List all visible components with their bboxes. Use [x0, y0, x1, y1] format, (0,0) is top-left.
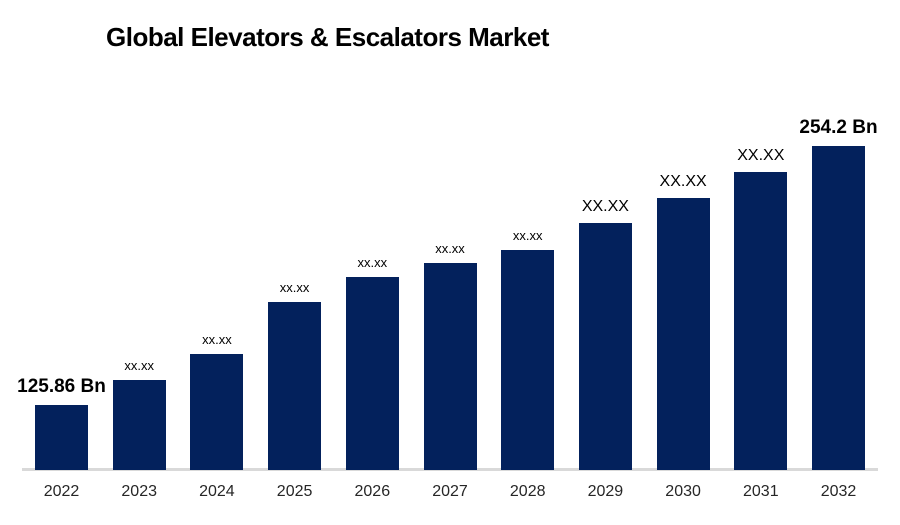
x-tick-2027: 2027: [432, 483, 468, 500]
bar-2025: [268, 302, 322, 470]
chart-title: Global Elevators & Escalators Market: [106, 22, 549, 52]
bar-2028: [501, 250, 555, 470]
bar-value-label-2029: XX.XX: [581, 198, 629, 216]
bar-value-label-2026: xx.xx: [357, 254, 388, 270]
bar-2030: [656, 198, 710, 470]
bar-value-label-2027: xx.xx: [435, 240, 465, 256]
bar-2027: [423, 263, 477, 470]
x-tick-2025: 2025: [276, 483, 313, 500]
x-tick-2031: 2031: [743, 483, 779, 500]
bar-value-label-2022: 125.86 Bn: [17, 376, 106, 398]
x-tick-2023: 2023: [121, 483, 157, 500]
bar-2029: [578, 223, 632, 470]
bar-2023: [112, 380, 166, 470]
bar-value-label-2024: xx.xx: [202, 331, 232, 347]
x-tick-2026: 2026: [354, 483, 391, 500]
bar-2022: [35, 405, 88, 470]
bar-2032: [812, 146, 865, 470]
bar-value-label-2028: xx.xx: [512, 227, 543, 243]
x-tick-2030: 2030: [665, 483, 701, 500]
bar-2031: [734, 172, 788, 470]
x-tick-2024: 2024: [199, 483, 235, 500]
x-tick-2029: 2029: [587, 483, 624, 500]
bar-value-label-2030: XX.XX: [659, 173, 707, 191]
x-tick-2022: 2022: [43, 483, 80, 500]
x-tick-2028: 2028: [509, 483, 546, 500]
bar-value-label-2025: xx.xx: [279, 279, 310, 295]
bar-2026: [345, 277, 399, 470]
bar-value-label-2023: xx.xx: [124, 357, 154, 373]
bar-2024: [190, 354, 244, 470]
bar-value-label-2032: 254.2 Bn: [799, 117, 878, 139]
bar-value-label-2031: XX.XX: [737, 147, 785, 165]
x-tick-2032: 2032: [820, 483, 857, 500]
